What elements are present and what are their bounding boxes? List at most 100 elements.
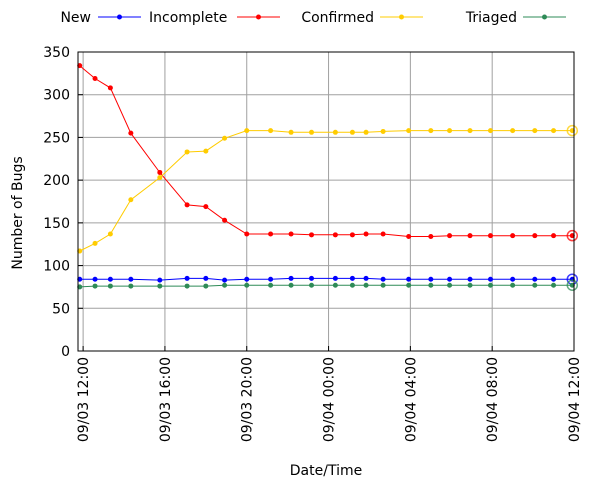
data-point-incomplete xyxy=(309,232,315,238)
data-point-triaged xyxy=(107,283,113,289)
data-point-incomplete xyxy=(447,233,453,239)
grid-lines xyxy=(78,52,574,351)
y-tick-label: 100 xyxy=(43,259,70,275)
legend-label-new: New xyxy=(60,10,91,26)
y-tick-label: 250 xyxy=(43,130,70,146)
legend-label-triaged: Triaged xyxy=(465,10,517,26)
y-tick-label: 150 xyxy=(43,216,70,232)
data-point-triaged xyxy=(157,283,163,289)
data-point-new xyxy=(532,276,538,282)
data-point-triaged xyxy=(128,283,134,289)
data-point-confirmed xyxy=(92,240,98,246)
series-confirmed xyxy=(77,124,579,254)
data-point-incomplete xyxy=(363,231,369,237)
data-point-new xyxy=(428,276,434,282)
data-point-confirmed xyxy=(532,128,538,134)
data-point-incomplete xyxy=(107,85,113,91)
data-point-confirmed xyxy=(406,128,412,134)
legend-label-incomplete: Incomplete xyxy=(149,10,227,26)
data-point-incomplete xyxy=(92,75,98,81)
data-point-incomplete xyxy=(244,231,250,237)
data-point-new xyxy=(363,275,369,281)
data-point-new xyxy=(447,276,453,282)
plot-area xyxy=(78,52,574,351)
x-axis-title: Date/Time xyxy=(290,463,362,479)
data-point-new xyxy=(380,276,386,282)
x-axis-ticks: 09/03 12:00 09/03 16:00 09/03 20:00 09/04 0… xyxy=(76,346,583,442)
data-point-confirmed xyxy=(363,129,369,135)
data-point-confirmed xyxy=(510,128,516,134)
data-point-new xyxy=(92,276,98,282)
x-tick-label: 09/03 16:00 xyxy=(158,357,174,442)
x-tick-label: 09/04 12:00 xyxy=(567,357,583,442)
legend-marker-confirmed xyxy=(399,14,404,20)
data-point-new xyxy=(184,275,190,281)
data-point-new xyxy=(107,276,113,282)
legend-marker-incomplete xyxy=(256,14,261,20)
plot-border xyxy=(77,51,575,352)
data-point-triaged xyxy=(203,283,209,289)
data-point-confirmed xyxy=(309,129,315,135)
x-tick-label: 09/04 08:00 xyxy=(485,357,501,442)
data-point-triaged xyxy=(487,282,493,288)
data-point-confirmed xyxy=(487,128,493,134)
series-layer xyxy=(77,63,579,291)
y-axis-ticks: 0 50 100 150 200 250 300 350 xyxy=(43,45,83,360)
data-point-incomplete xyxy=(203,204,209,210)
data-point-triaged xyxy=(428,282,434,288)
y-tick-label: 50 xyxy=(52,301,70,317)
data-point-confirmed xyxy=(268,128,274,134)
legend-marker-triaged xyxy=(542,14,547,20)
last-point-marker-triaged xyxy=(566,279,579,291)
data-point-new xyxy=(128,276,134,282)
x-tick-label: 09/03 12:00 xyxy=(76,357,92,442)
data-point-triaged xyxy=(92,283,98,289)
data-point-triaged xyxy=(467,282,473,288)
data-point-triaged xyxy=(222,282,228,288)
data-point-triaged xyxy=(532,282,538,288)
data-point-confirmed xyxy=(467,128,473,134)
data-point-triaged xyxy=(349,282,355,288)
y-axis-title: Number of Bugs xyxy=(10,156,26,269)
series-new xyxy=(77,273,579,285)
data-point-new xyxy=(551,276,557,282)
data-point-incomplete xyxy=(532,233,538,239)
legend: New Incomplete Confirmed Triaged xyxy=(60,10,566,26)
data-point-incomplete xyxy=(184,202,190,208)
data-point-new xyxy=(406,276,412,282)
data-point-new xyxy=(268,276,274,282)
data-point-new xyxy=(510,276,516,282)
data-point-confirmed xyxy=(349,129,355,135)
x-tick-label: 09/03 20:00 xyxy=(240,357,256,442)
data-point-new xyxy=(349,275,355,281)
legend-marker-new xyxy=(117,14,122,20)
data-point-confirmed xyxy=(128,197,134,203)
data-point-triaged xyxy=(447,282,453,288)
data-point-incomplete xyxy=(380,231,386,237)
data-point-triaged xyxy=(510,282,516,288)
data-point-new xyxy=(332,275,338,281)
data-point-confirmed xyxy=(184,149,190,155)
data-point-confirmed xyxy=(157,175,163,181)
data-point-new xyxy=(467,276,473,282)
data-point-incomplete xyxy=(157,169,163,175)
plot-frame xyxy=(77,51,575,352)
x-tick-label: 09/04 04:00 xyxy=(403,357,419,442)
data-point-incomplete xyxy=(332,232,338,238)
data-point-triaged xyxy=(380,282,386,288)
data-point-triaged xyxy=(406,282,412,288)
data-point-confirmed xyxy=(203,148,209,154)
data-point-new xyxy=(487,276,493,282)
data-point-triaged xyxy=(184,283,190,289)
data-point-confirmed xyxy=(107,231,113,237)
plot-background xyxy=(78,52,574,351)
data-point-incomplete xyxy=(467,233,473,239)
last-point-marker-incomplete xyxy=(566,229,579,242)
data-point-triaged xyxy=(244,282,250,288)
data-point-incomplete xyxy=(406,234,412,240)
data-point-confirmed xyxy=(447,128,453,134)
data-point-new xyxy=(309,275,315,281)
data-point-new xyxy=(244,276,250,282)
